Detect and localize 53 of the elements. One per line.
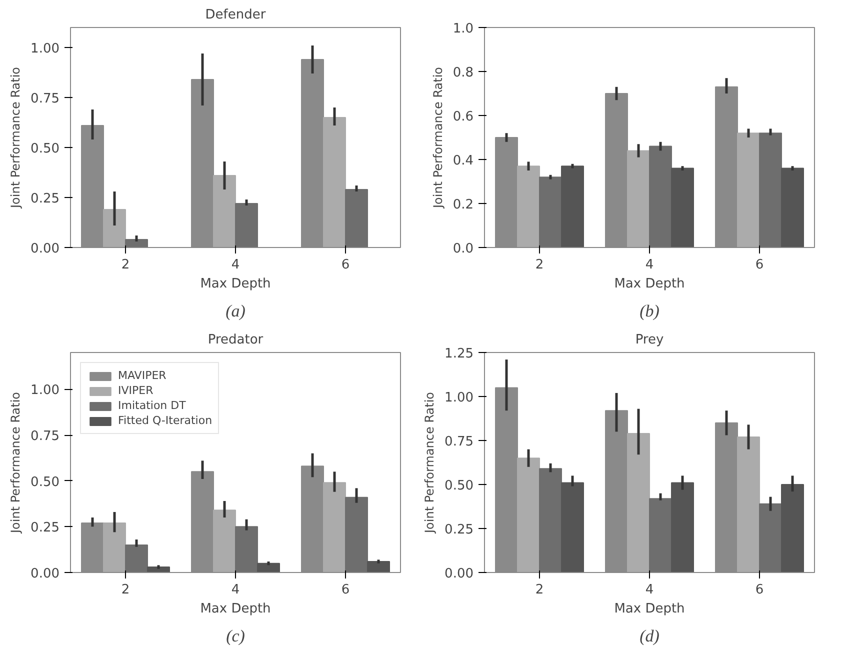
y-tick-label: 0.4 [452,154,474,168]
x-tick-label: 2 [121,582,130,598]
legend-label: IVIPER [118,384,154,397]
x-tick-label: 4 [231,582,240,598]
y-tick-label: 0.50 [444,478,474,494]
y-tick-label: 1.25 [444,346,474,362]
y-tick-label: 0.25 [444,522,474,538]
y-tick-label: 1.00 [30,383,60,398]
x-axis-title: Max Depth [614,602,685,616]
y-tick-label: 0.8 [452,66,474,80]
x-tick-label: 4 [645,258,654,272]
y-tick-label: 0.50 [30,474,60,490]
x-tick-label: 6 [341,258,350,272]
y-tick-label: 0.75 [30,92,60,106]
x-tick-label: 4 [231,258,240,272]
y-tick-label: 0.25 [30,520,60,536]
chart-title: Predator [208,332,264,348]
chart-title: Prey [635,332,664,348]
y-tick-label: 0.00 [444,566,474,582]
x-tick-label: 6 [755,582,764,598]
legend-label: Imitation DT [118,399,186,412]
x-tick-label: 2 [121,258,130,272]
y-axis-title: Joint Performance Ratio [422,392,437,534]
y-tick-label: 1.00 [30,42,60,56]
text: (c) [226,626,246,646]
chart-title: Defender [205,8,266,22]
y-tick-label: 1.0 [452,22,474,36]
y-tick-label: 0.2 [452,198,474,212]
x-axis-title: Max Depth [200,276,271,292]
y-axis-title: Joint Performance Ratio [8,392,23,534]
x-tick-label: 4 [645,582,654,598]
y-axis-title: Joint Performance Ratio [430,66,445,210]
x-tick-label: 6 [755,258,764,272]
text: (d) [640,626,660,646]
y-tick-label: 0.75 [444,434,474,450]
legend-label: MAVIPER [118,369,166,382]
legend-label: Fitted Q-Iteration [118,414,212,427]
y-tick-label: 1.00 [444,390,474,406]
y-tick-label: 0.00 [30,242,60,256]
x-tick-label: 6 [341,582,350,598]
y-tick-label: 0.75 [30,429,60,444]
x-axis-title: Max Depth [614,276,685,292]
y-tick-label: 0.25 [30,192,60,206]
y-tick-label: 0.6 [452,110,474,124]
x-tick-label: 2 [535,258,544,272]
y-tick-label: 0.00 [30,566,60,582]
x-axis-title: Max Depth [200,602,271,616]
text: (b) [640,302,660,320]
y-tick-label: 0.50 [30,142,60,156]
x-tick-label: 2 [535,582,544,598]
text: (a) [226,302,246,320]
y-tick-label: 0.0 [452,242,474,256]
y-axis-title: Joint Performance Ratio [8,66,23,210]
